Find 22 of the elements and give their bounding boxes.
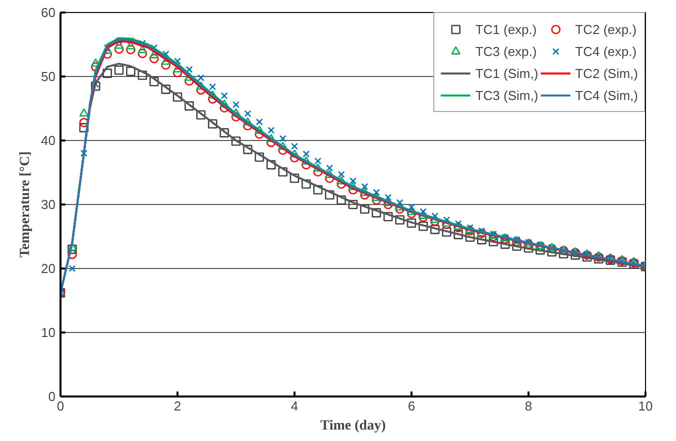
legend-label: TC3 (exp.) — [475, 44, 537, 58]
legend-label: TC4 (exp.) — [575, 44, 637, 58]
y-tick-label: 20 — [41, 261, 56, 276]
y-tick-label: 10 — [41, 325, 56, 340]
y-axis-title: Temperature [°C] — [18, 151, 34, 258]
legend-label: TC1 (Sim,) — [475, 66, 538, 80]
legend-label: TC3 (Sim,) — [475, 88, 538, 102]
legend-label: TC2 (exp.) — [575, 22, 637, 36]
y-tick-label: 40 — [41, 133, 56, 148]
x-tick-label: 8 — [524, 398, 532, 414]
y-tick-label: 30 — [41, 197, 56, 212]
x-axis-title: Time (day) — [320, 418, 386, 434]
x-tick-label: 6 — [408, 398, 416, 414]
x-tick-label: 4 — [290, 398, 298, 414]
y-tick-label: 50 — [41, 69, 56, 84]
legend-label: TC4 (Sim,) — [575, 88, 638, 102]
x-tick-label: 2 — [174, 398, 182, 414]
x-tick-label: 10 — [638, 398, 653, 414]
y-tick-label: 60 — [41, 5, 56, 20]
legend-label: TC1 (exp.) — [475, 22, 537, 36]
y-tick-label: 0 — [48, 389, 56, 404]
legend-label: TC2 (Sim,) — [575, 66, 638, 80]
